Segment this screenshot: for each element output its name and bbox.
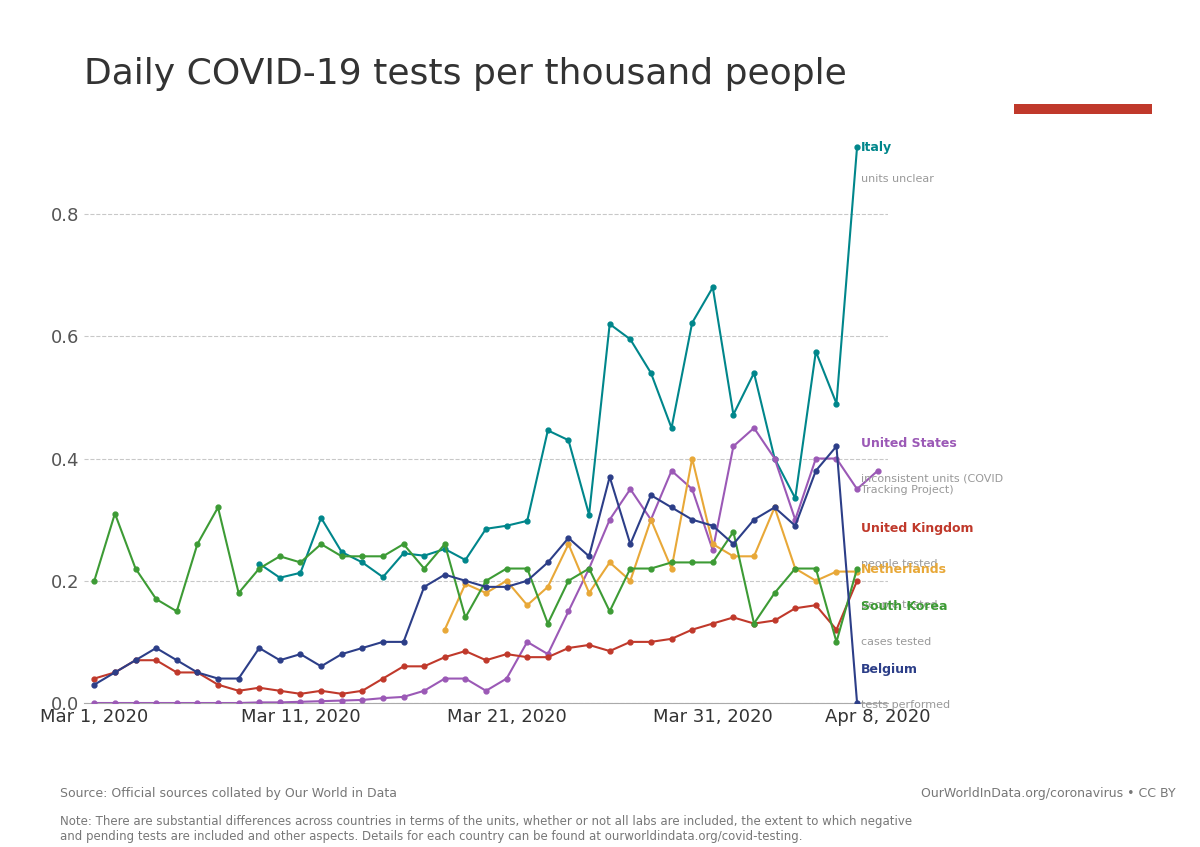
Text: inconsistent units (COVID
Tracking Project): inconsistent units (COVID Tracking Proje… (862, 473, 1003, 495)
Text: United Kingdom: United Kingdom (862, 523, 973, 535)
Text: Belgium: Belgium (862, 663, 918, 676)
Text: Netherlands: Netherlands (862, 563, 947, 576)
Text: in Data: in Data (1054, 80, 1112, 96)
Text: cases tested: cases tested (862, 637, 931, 647)
Text: Our World: Our World (1042, 53, 1124, 67)
Text: people tested: people tested (862, 559, 937, 569)
Text: South Korea: South Korea (862, 600, 948, 613)
Text: people tested: people tested (862, 601, 937, 611)
Text: OurWorldInData.org/coronavirus • CC BY: OurWorldInData.org/coronavirus • CC BY (922, 788, 1176, 800)
Text: tests performed: tests performed (862, 700, 950, 710)
Text: Daily COVID-19 tests per thousand people: Daily COVID-19 tests per thousand people (84, 57, 847, 91)
Text: Italy: Italy (862, 141, 893, 153)
Bar (1014, 104, 1152, 114)
Text: units unclear: units unclear (862, 174, 934, 185)
Text: Source: Official sources collated by Our World in Data: Source: Official sources collated by Our… (60, 788, 397, 800)
Text: United States: United States (862, 437, 956, 450)
Text: Note: There are substantial differences across countries in terms of the units, : Note: There are substantial differences … (60, 815, 912, 843)
